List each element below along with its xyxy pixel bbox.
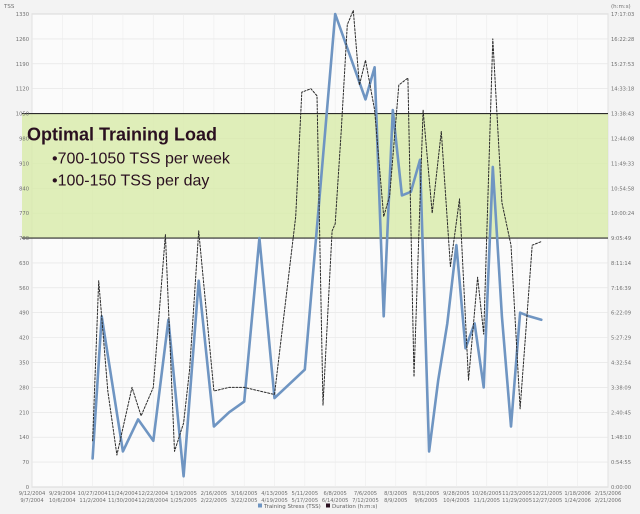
y-tick-left: 140 — [19, 435, 29, 441]
y-tick-right: 15:27:53 — [611, 62, 634, 68]
x-tick-label: 1/25/2005 — [170, 498, 197, 504]
x-tick-label: 1/19/2005 — [170, 491, 197, 497]
x-tick-label: 7/12/2005 — [352, 498, 379, 504]
x-tick-label: 3/16/2005 — [231, 491, 258, 497]
x-tick-label: 9/12/2004 — [19, 491, 46, 497]
x-tick-label: 10/27/2004 — [78, 491, 109, 497]
x-tick-label: 1/18/2006 — [564, 491, 591, 497]
y-tick-left: 980 — [19, 136, 29, 142]
y-tick-left: 1190 — [16, 62, 29, 68]
band-text-line: •700-1050 TSS per week — [52, 151, 231, 168]
legend-label: Training Stress (TSS) — [263, 504, 321, 510]
x-tick-label: 2/16/2005 — [201, 491, 228, 497]
x-tick-label: 11/2/2004 — [79, 498, 106, 504]
y-tick-left: 1330 — [16, 12, 29, 18]
y-right-unit: (h:m:s) — [611, 4, 631, 10]
y-tick-left: 840 — [19, 186, 29, 192]
y-tick-left: 210 — [19, 410, 29, 416]
y-tick-right: 2:40:45 — [611, 410, 631, 416]
x-tick-label: 5/11/2005 — [292, 491, 319, 497]
y-tick-right: 10:54:58 — [611, 186, 634, 192]
x-tick-label: 8/3/2005 — [384, 491, 407, 497]
y-tick-left: 560 — [19, 286, 29, 292]
y-tick-left: 1050 — [16, 112, 29, 118]
y-left-unit: TSS — [3, 4, 15, 10]
x-tick-label: 11/1/2005 — [473, 498, 500, 504]
x-tick-label: 12/28/2004 — [138, 498, 169, 504]
y-tick-right: 8:11:14 — [611, 261, 632, 267]
x-tick-label: 12/27/2005 — [532, 498, 562, 504]
y-tick-left: 1260 — [16, 37, 29, 43]
y-tick-right: 17:17:03 — [611, 12, 634, 18]
x-tick-label: 9/28/2005 — [443, 491, 470, 497]
y-tick-right: 6:22:09 — [611, 311, 631, 317]
y-tick-left: 420 — [19, 336, 29, 342]
y-tick-right: 0:54:55 — [611, 460, 631, 466]
x-tick-label: 11/30/2004 — [108, 498, 139, 504]
x-tick-label: 6/14/2005 — [322, 498, 349, 504]
x-tick-label: 9/6/2005 — [414, 498, 437, 504]
x-tick-label: 9/7/2004 — [20, 498, 44, 504]
y-tick-left: 910 — [19, 161, 29, 167]
x-tick-label: 8/31/2005 — [413, 491, 440, 497]
band-title: Optimal Training Load — [27, 125, 217, 145]
y-tick-right: 0:00:00 — [611, 485, 631, 491]
series-line-duration — [92, 9, 542, 456]
y-tick-left: 630 — [19, 261, 29, 267]
y-tick-right: 5:27:29 — [611, 336, 631, 342]
x-tick-label: 7/6/2005 — [354, 491, 377, 497]
x-tick-label: 10/26/2005 — [472, 491, 502, 497]
x-tick-label: 3/22/2005 — [231, 498, 258, 504]
x-tick-label: 11/24/2004 — [108, 491, 139, 497]
x-tick-label: 6/8/2005 — [324, 491, 347, 497]
axes: 0 0:00:00 70 0:54:55 140 1:48:10 210 2:40:45 280… — [3, 4, 635, 504]
y-tick-right: 1:48:10 — [611, 435, 631, 441]
y-tick-left: 0 — [26, 485, 29, 491]
x-tick-label: 11/29/2005 — [502, 498, 532, 504]
y-tick-right: 14:33:18 — [611, 87, 634, 93]
x-tick-label: 12/21/2005 — [532, 491, 562, 497]
y-tick-left: 350 — [19, 361, 29, 367]
y-tick-left: 770 — [19, 211, 29, 217]
y-tick-left: 700 — [19, 236, 29, 242]
y-tick-right: 12:44:08 — [611, 136, 634, 142]
x-tick-label: 10/4/2005 — [443, 498, 470, 504]
annotation: Optimal Training Load •700-1050 TSS per w… — [27, 125, 231, 190]
legend-swatch — [326, 503, 330, 508]
x-tick-label: 1/24/2006 — [564, 498, 591, 504]
x-tick-label: 4/19/2005 — [261, 498, 288, 504]
legend: Training Stress (TSS) Duration (h:m:s) — [258, 503, 377, 510]
x-tick-label: 10/6/2004 — [49, 498, 76, 504]
y-tick-right: 9:05:49 — [611, 236, 631, 242]
y-tick-right: 13:38:43 — [611, 112, 634, 118]
y-tick-right: 4:32:54 — [611, 361, 632, 367]
band-fill — [22, 113, 608, 239]
x-tick-label: 4/13/2005 — [261, 491, 288, 497]
y-tick-right: 11:49:33 — [611, 161, 634, 167]
series — [91, 9, 543, 478]
series-line-tss — [91, 12, 543, 478]
y-tick-left: 280 — [19, 385, 29, 391]
x-tick-label: 2/22/2005 — [201, 498, 228, 504]
x-tick-label: 9/29/2004 — [49, 491, 76, 497]
x-tick-label: 8/9/2005 — [384, 498, 407, 504]
legend-swatch — [258, 503, 262, 508]
y-tick-left: 1120 — [16, 87, 29, 93]
optimal-load-band — [22, 112, 608, 239]
y-tick-left: 70 — [22, 460, 29, 466]
y-tick-right: 7:16:39 — [611, 286, 631, 292]
band-text-line: •100-150 TSS per day — [52, 173, 209, 190]
y-tick-right: 16:22:28 — [611, 37, 634, 43]
y-tick-left: 490 — [19, 311, 29, 317]
x-tick-label: 12/22/2004 — [138, 491, 169, 497]
x-tick-label: 5/17/2005 — [292, 498, 319, 504]
y-tick-right: 3:38:09 — [611, 385, 631, 391]
legend-label: Duration (h:m:s) — [332, 504, 377, 510]
y-tick-right: 10:00:24 — [611, 211, 635, 217]
x-tick-label: 2/15/2006 — [595, 491, 622, 497]
x-tick-label: 11/23/2005 — [502, 491, 532, 497]
x-tick-label: 2/21/2006 — [595, 498, 622, 504]
